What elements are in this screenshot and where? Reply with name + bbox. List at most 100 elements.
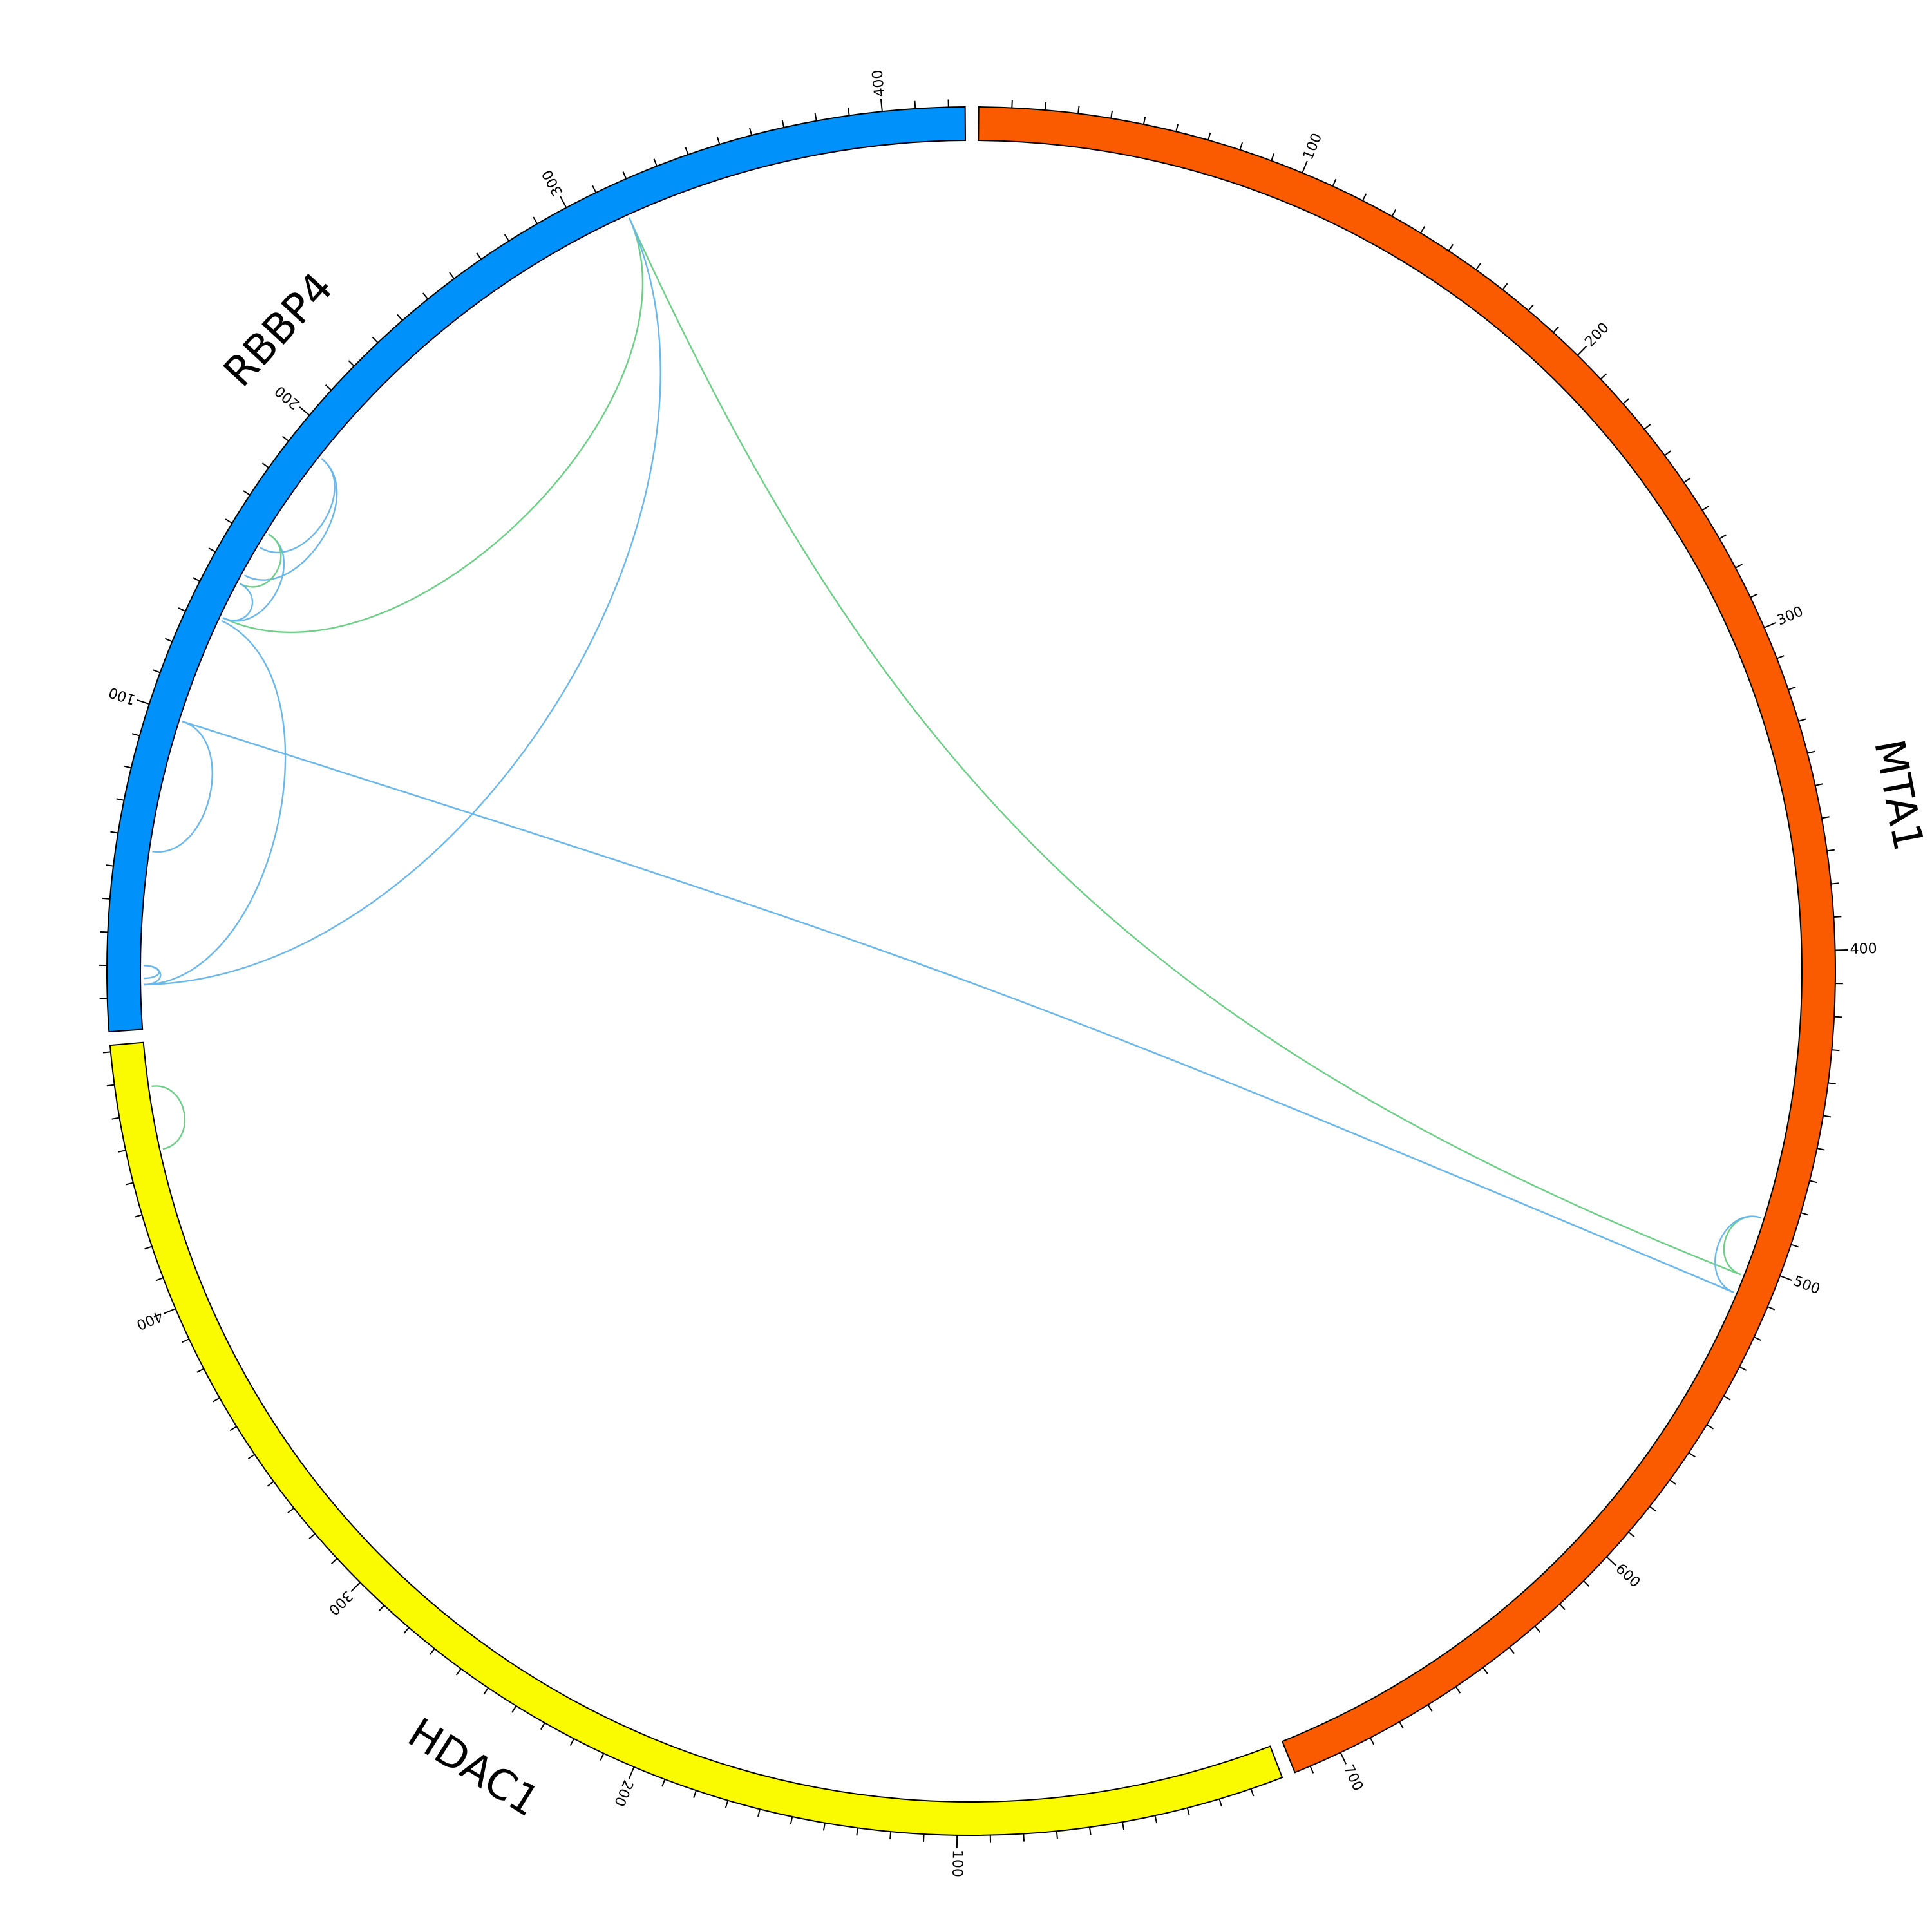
- minor-tick: [1455, 1686, 1461, 1694]
- crosslink: [222, 583, 253, 621]
- minor-tick: [889, 1832, 892, 1840]
- major-tick: [1779, 1275, 1792, 1282]
- minor-tick: [1664, 450, 1672, 457]
- minor-tick: [178, 607, 186, 612]
- minor-tick: [814, 113, 817, 121]
- minor-tick: [1583, 1580, 1590, 1587]
- crosslink: [152, 721, 213, 853]
- crosslink: [1714, 1215, 1761, 1293]
- minor-tick: [685, 147, 689, 155]
- tick-label: 500: [1791, 1273, 1822, 1298]
- minor-tick: [1089, 1827, 1092, 1835]
- minor-tick: [1826, 849, 1835, 852]
- minor-tick: [267, 1481, 274, 1487]
- minor-tick: [1475, 263, 1481, 270]
- segment-mta1: [978, 106, 1836, 1774]
- minor-tick: [540, 1722, 545, 1730]
- major-tick: [628, 1766, 635, 1779]
- minor-tick: [378, 1605, 385, 1612]
- minor-tick: [661, 1779, 666, 1787]
- minor-tick: [1828, 1082, 1836, 1084]
- crosslink: [144, 620, 287, 986]
- minor-tick: [1361, 193, 1367, 202]
- minor-tick: [1271, 153, 1275, 161]
- major-tick: [1302, 160, 1308, 173]
- minor-tick: [1559, 1604, 1566, 1611]
- minor-tick: [1669, 1479, 1677, 1485]
- minor-tick: [1831, 882, 1839, 885]
- tick-label: 300: [539, 167, 566, 198]
- minor-tick: [1628, 1531, 1635, 1538]
- minor-tick: [330, 1558, 338, 1564]
- minor-tick: [325, 384, 332, 391]
- segment-label-rbbp4: RBBP4: [215, 264, 343, 397]
- minor-tick: [105, 864, 114, 867]
- minor-tick: [1186, 1808, 1190, 1816]
- major-tick: [1606, 1556, 1617, 1566]
- minor-tick: [1776, 655, 1785, 659]
- crosslink: [628, 217, 1741, 1276]
- minor-tick: [182, 1338, 190, 1343]
- tick-label: 200: [272, 383, 303, 412]
- minor-tick: [247, 1454, 255, 1459]
- minor-tick: [422, 292, 429, 299]
- minor-tick: [1750, 593, 1758, 598]
- ticks-layer: 100 200 300 400 500 600 700 100 200 300 400 100 200 3…: [99, 69, 1877, 1877]
- minor-tick: [1332, 178, 1337, 187]
- minor-tick: [1600, 373, 1607, 380]
- tick-label: 600: [1613, 1561, 1643, 1591]
- minor-tick: [403, 1627, 410, 1634]
- minor-tick: [1208, 132, 1211, 140]
- minor-tick: [1807, 750, 1815, 754]
- minor-tick: [348, 360, 355, 367]
- minor-tick: [1553, 326, 1559, 333]
- tick-label: 100: [949, 1850, 965, 1877]
- minor-tick: [164, 638, 173, 643]
- crosslink: [240, 533, 282, 588]
- major-tick: [1577, 345, 1587, 356]
- minor-tick: [111, 1117, 120, 1120]
- segment-label-hdac1: HDAC1: [400, 1709, 547, 1826]
- minor-tick: [213, 1397, 220, 1403]
- minor-tick: [155, 1277, 164, 1282]
- crosslink: [222, 217, 644, 634]
- minor-tick: [397, 314, 403, 321]
- major-tick: [163, 1308, 176, 1314]
- segment-hdac1: [109, 1041, 1283, 1836]
- minor-tick: [592, 185, 597, 193]
- minor-tick: [1834, 1016, 1842, 1018]
- links-layer: [144, 217, 1761, 1293]
- minor-tick: [455, 1668, 462, 1676]
- minor-tick: [1175, 124, 1179, 132]
- minor-tick: [1622, 398, 1629, 404]
- tick-label: 100: [1300, 131, 1325, 162]
- minor-tick: [287, 1507, 294, 1513]
- minor-tick: [511, 1705, 517, 1713]
- minor-tick: [1735, 564, 1743, 569]
- minor-tick: [1427, 1704, 1433, 1712]
- minor-tick: [144, 1245, 153, 1250]
- minor-tick: [1044, 102, 1046, 111]
- minor-tick: [476, 252, 482, 260]
- minor-tick: [1683, 477, 1691, 484]
- minor-tick: [724, 1800, 729, 1808]
- major-tick: [560, 196, 567, 208]
- tick-label: 700: [1340, 1763, 1367, 1794]
- minor-tick: [504, 234, 509, 242]
- minor-tick: [1809, 1180, 1817, 1184]
- minor-tick: [1482, 1667, 1488, 1674]
- minor-tick: [822, 1823, 826, 1831]
- minor-tick: [1077, 106, 1080, 114]
- minor-tick: [1218, 1799, 1222, 1807]
- minor-tick: [569, 1738, 575, 1746]
- minor-tick: [1817, 1148, 1825, 1151]
- major-tick: [1340, 1752, 1347, 1765]
- minor-tick: [134, 1214, 142, 1218]
- major-tick: [350, 1582, 361, 1592]
- minor-tick: [1309, 1766, 1314, 1774]
- minor-tick: [1688, 1452, 1696, 1458]
- minor-tick: [196, 1368, 204, 1373]
- minor-tick: [600, 1753, 605, 1761]
- minor-tick: [1534, 1625, 1541, 1633]
